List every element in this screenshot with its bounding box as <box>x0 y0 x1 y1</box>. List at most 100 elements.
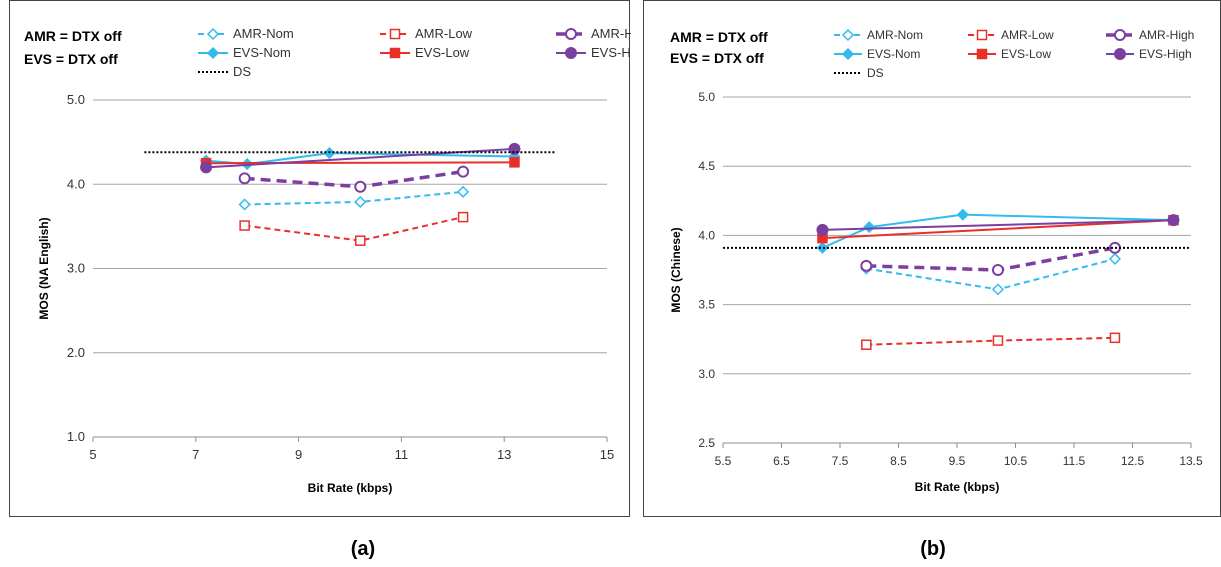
data-point-amr-low-1 <box>355 235 366 246</box>
data-point-amr-high-0 <box>238 172 251 185</box>
series-evs-high <box>200 142 521 174</box>
xtick-label-3: 8.5 <box>890 454 907 468</box>
series-line-evs-low <box>822 219 1174 240</box>
chart-note-0: AMR = DTX off <box>24 28 122 44</box>
legend-label-ds: DS <box>867 66 884 80</box>
data-point-amr-low-1 <box>992 335 1004 346</box>
series-amr-low <box>861 332 1121 350</box>
xtick-label-5: 10.5 <box>1004 454 1028 468</box>
xtick-label-8: 13.5 <box>1179 454 1203 468</box>
y-axis-label: MOS (Chinese) <box>669 227 683 312</box>
data-point-amr-nom-2 <box>457 185 470 198</box>
ytick-label-0: 2.5 <box>698 436 715 450</box>
series-line-evs-nom <box>822 213 1174 249</box>
legend-marker-evs-nom <box>841 47 855 61</box>
chart-panel-b: 2.5 3.0 3.5 4.0 4.5 5.0 5.5 6.5 7.5 8.5 9.5 10.5 11.… <box>643 0 1221 517</box>
data-point-amr-low-2 <box>457 211 469 223</box>
data-point-amr-nom-2 <box>1108 252 1122 265</box>
legend-label-evs-nom: EVS-Nom <box>867 47 920 61</box>
xtick-label-2: 9 <box>295 447 302 462</box>
ytick-label-5: 5.0 <box>698 90 715 104</box>
data-point-evs-nom-2 <box>956 208 969 221</box>
ytick-label-4: 5.0 <box>67 92 85 107</box>
legend-entry-evs-low: EVS-Low <box>380 45 470 60</box>
legend-marker-evs-low <box>976 48 988 60</box>
legend-label-amr-nom: AMR-Nom <box>233 26 294 41</box>
data-point-amr-nom-1 <box>354 195 367 209</box>
legend-entry-evs-high: EVS-High <box>1106 47 1192 61</box>
legend-entry-evs-low: EVS-Low <box>968 47 1051 61</box>
legend-marker-amr-nom <box>841 28 855 42</box>
x-axis-label: Bit Rate (kbps) <box>915 480 1000 494</box>
data-point-amr-low-2 <box>1109 332 1121 344</box>
legend-entry-amr-nom: AMR-Nom <box>198 26 294 41</box>
legend-marker-evs-low <box>389 47 401 59</box>
legend-label-amr-nom: AMR-Nom <box>867 28 923 42</box>
data-point-amr-high-2 <box>457 165 470 178</box>
legend-entry-amr-low: AMR-Low <box>968 28 1054 42</box>
data-point-amr-low-0 <box>239 220 250 231</box>
legend-marker-amr-nom <box>206 27 220 41</box>
data-point-evs-high-0 <box>200 161 213 174</box>
data-point-amr-high-1 <box>354 180 367 193</box>
caption-a: (a) <box>350 538 376 560</box>
legend-label-evs-low: EVS-Low <box>415 45 470 60</box>
x-axis-label: Bit Rate (kbps) <box>308 481 393 495</box>
legend-marker-amr-low <box>389 28 401 40</box>
ytick-label-3: 4.0 <box>698 228 715 242</box>
legend-label-evs-low: EVS-Low <box>1001 47 1051 61</box>
y-axis-label: MOS (NA English) <box>37 217 51 319</box>
xtick-label-5: 15 <box>600 447 614 462</box>
series-amr-nom <box>238 185 470 211</box>
chart-note-1: EVS = DTX off <box>670 50 764 66</box>
data-point-evs-nom-1 <box>863 221 876 234</box>
legend-entry-evs-nom: EVS-Nom <box>198 45 291 60</box>
legend-entry-amr-low: AMR-Low <box>380 26 473 41</box>
legend-marker-evs-nom <box>206 46 220 60</box>
legend-label-evs-nom: EVS-Nom <box>233 45 291 60</box>
legend-marker-amr-low <box>976 29 988 41</box>
data-point-evs-high-0 <box>816 223 829 236</box>
legend-entry-ds: DS <box>834 66 884 80</box>
data-point-amr-high-1 <box>991 264 1004 276</box>
chart-panel-a: 1.0 2.0 3.0 4.0 5.0 5 7 9 11 13 15 Bit Rate (kbps) M… <box>9 0 631 517</box>
series-evs-nom <box>816 208 1180 254</box>
legend-entry-amr-high: AMR-High <box>556 26 631 41</box>
xtick-label-0: 5.5 <box>715 454 732 468</box>
ytick-label-2: 3.5 <box>698 298 715 312</box>
data-point-amr-nom-1 <box>991 283 1005 296</box>
series-line-amr-nom <box>244 190 464 206</box>
xtick-label-2: 7.5 <box>832 454 849 468</box>
legend-label-amr-high: AMR-High <box>591 26 631 41</box>
series-line-evs-high <box>822 219 1174 231</box>
legend-label-evs-high: EVS-High <box>1139 47 1192 61</box>
xtick-label-3: 11 <box>395 447 409 462</box>
data-point-amr-high-0 <box>860 259 873 272</box>
legend-label-amr-high: AMR-High <box>1139 28 1194 42</box>
legend-marker-evs-high <box>565 47 577 59</box>
xtick-label-1: 6.5 <box>773 454 790 468</box>
series-line-evs-high <box>206 147 515 169</box>
legend-entry-ds: DS <box>198 64 251 79</box>
xtick-label-6: 11.5 <box>1063 454 1086 468</box>
legend-label-ds: DS <box>233 64 251 79</box>
legend-label-evs-high: EVS-High <box>591 45 631 60</box>
legend-entry-amr-high: AMR-High <box>1106 28 1194 42</box>
legend-marker-amr-high <box>565 28 577 40</box>
xtick-label-4: 13 <box>497 447 511 462</box>
series-line-evs-low <box>206 161 515 165</box>
series-line-amr-high <box>866 246 1116 272</box>
series-amr-low <box>239 211 469 246</box>
ytick-label-1: 2.0 <box>67 345 85 360</box>
ytick-label-4: 4.5 <box>698 159 715 173</box>
series-amr-high <box>860 241 1121 276</box>
legend-entry-amr-nom: AMR-Nom <box>834 28 923 42</box>
xtick-label-7: 12.5 <box>1121 454 1145 468</box>
legend-entry-evs-nom: EVS-Nom <box>834 47 920 61</box>
xtick-label-1: 7 <box>192 447 199 462</box>
series-evs-high <box>816 214 1180 236</box>
xtick-label-4: 9.5 <box>949 454 966 468</box>
chart-note-0: AMR = DTX off <box>670 29 768 45</box>
ytick-label-3: 4.0 <box>67 176 85 191</box>
data-point-evs-nom-0 <box>816 241 829 254</box>
